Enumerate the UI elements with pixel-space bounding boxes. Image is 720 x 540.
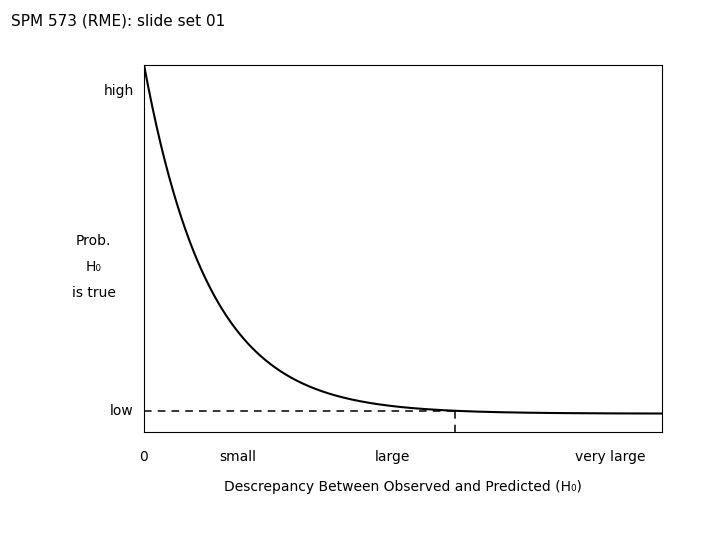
Text: H₀: H₀ [86, 260, 102, 274]
Text: very large: very large [575, 450, 646, 464]
Text: small: small [219, 450, 256, 464]
Text: Prob.: Prob. [76, 234, 112, 248]
Text: SPM 573 (RME): slide set 01: SPM 573 (RME): slide set 01 [11, 14, 225, 29]
Text: low: low [110, 404, 134, 418]
Text: high: high [104, 84, 134, 98]
Text: is true: is true [72, 286, 115, 300]
Text: Descrepancy Between Observed and Predicted (H₀): Descrepancy Between Observed and Predict… [224, 480, 582, 494]
Text: large: large [375, 450, 410, 464]
Text: 0: 0 [140, 450, 148, 464]
